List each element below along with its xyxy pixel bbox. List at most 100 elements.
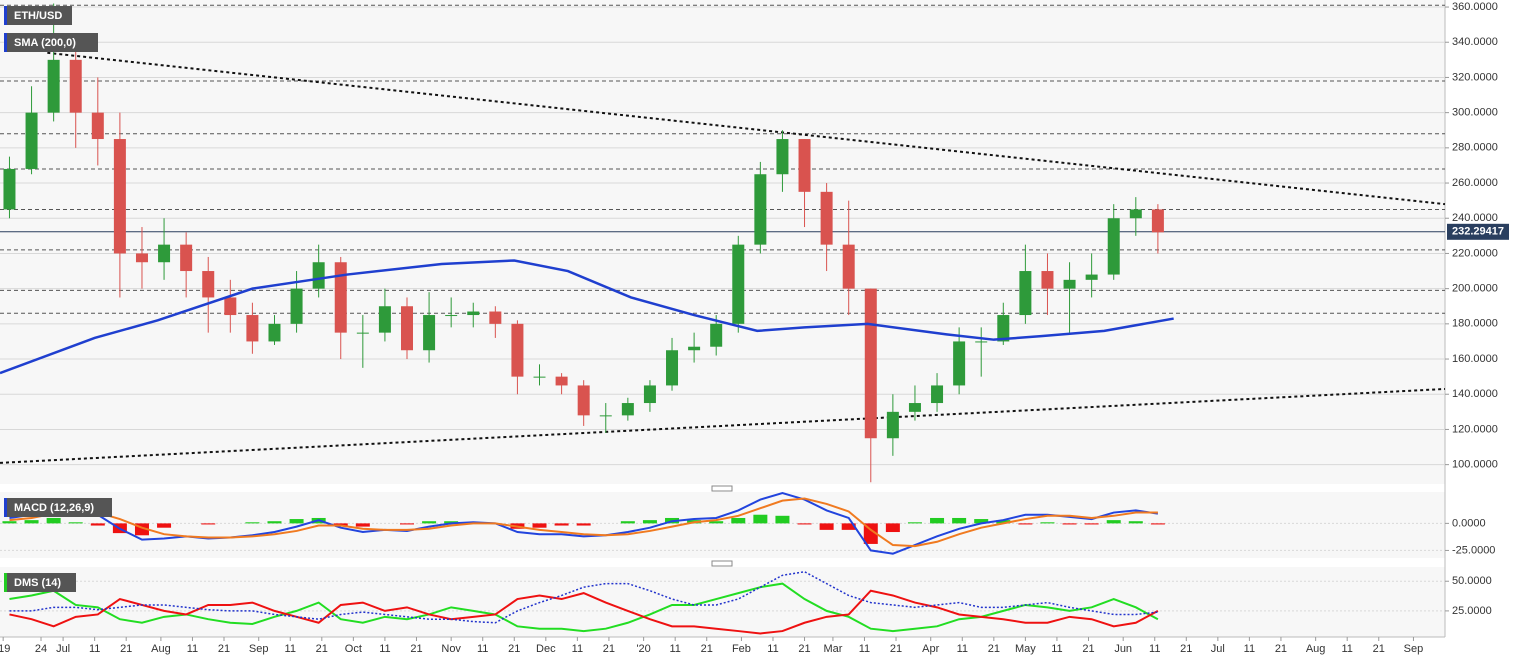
x-tick-label: 21 <box>890 643 902 655</box>
y-tick-label: 100.0000 <box>1452 459 1498 471</box>
y-tick-label: 140.0000 <box>1452 388 1498 400</box>
histogram-bar <box>576 523 591 526</box>
x-tick-label: Apr <box>922 643 939 655</box>
label-tag <box>4 498 112 517</box>
y-tick-label: 50.0000 <box>1452 575 1492 587</box>
x-tick-label: 11 <box>285 643 296 655</box>
candle-body <box>445 315 458 317</box>
x-tick-label: 11 <box>669 643 680 655</box>
resize-handle[interactable] <box>711 560 733 567</box>
candle-body <box>400 306 413 351</box>
histogram-bar <box>24 520 39 524</box>
candle-body <box>533 376 546 378</box>
candle-body <box>842 244 855 289</box>
histogram-bar <box>620 521 635 524</box>
x-tick-label: 21 <box>798 643 810 655</box>
candle-body <box>268 323 281 342</box>
candle-body <box>378 306 391 333</box>
x-tick-label: 11 <box>89 643 100 655</box>
candle-body <box>113 139 126 254</box>
x-tick-label: Jul <box>56 643 70 655</box>
candle-body <box>997 315 1010 342</box>
resize-handle[interactable] <box>711 485 733 492</box>
histogram-bar <box>289 519 304 524</box>
histogram-bar <box>797 523 812 525</box>
candle-body <box>599 415 612 417</box>
indicator-line <box>9 589 1159 635</box>
x-tick-label: 21 <box>988 643 1000 655</box>
label-accent <box>4 498 7 517</box>
histogram-bar <box>532 523 547 528</box>
label-accent <box>4 573 7 592</box>
x-tick-label: Aug <box>1306 643 1326 655</box>
histogram-bar <box>753 514 768 524</box>
candle-body <box>1019 271 1032 316</box>
histogram-bar <box>399 523 414 525</box>
plot: '19 24 Jul 11 21 Aug 11 21 Sep 11 21 Oct 11 21 Nov 11 21… <box>0 1 1498 655</box>
histogram-bar <box>46 517 61 524</box>
histogram-bar <box>1150 523 1165 525</box>
label-tag <box>4 6 72 25</box>
candle-body <box>1107 218 1120 275</box>
x-tick-label: Sep <box>249 643 269 655</box>
candle-body <box>1085 274 1098 280</box>
indicator-line <box>9 582 1159 633</box>
x-tick-label: 21 <box>1082 643 1094 655</box>
x-tick-label: 11 <box>1244 643 1255 655</box>
histogram-bar <box>1084 523 1099 525</box>
histogram-bar <box>952 517 967 524</box>
histogram-bar <box>422 521 437 524</box>
candle-body <box>3 168 16 210</box>
candle-body <box>953 341 966 386</box>
candle-body <box>224 297 237 316</box>
histogram-bar <box>1128 521 1143 524</box>
x-tick-label: 21 <box>120 643 132 655</box>
x-tick-label: Aug <box>151 643 171 655</box>
histogram-bar <box>841 523 856 530</box>
y-tick-label: 180.0000 <box>1452 318 1498 330</box>
histogram-bar <box>68 522 83 524</box>
candle-body <box>931 385 944 404</box>
x-tick-label: Oct <box>345 643 362 655</box>
x-tick-label: 11 <box>859 643 870 655</box>
x-tick-label: 21 <box>1275 643 1287 655</box>
dms-panel <box>0 567 1445 637</box>
histogram-bar <box>930 517 945 524</box>
y-tick-label: 160.0000 <box>1452 353 1498 365</box>
histogram-bar <box>2 521 17 524</box>
histogram-bar <box>996 520 1011 524</box>
indicator-line <box>9 570 1158 624</box>
candle-body <box>754 174 767 245</box>
histogram-bar <box>863 523 878 544</box>
x-tick-label: 21 <box>1180 643 1192 655</box>
x-tick-label: 11 <box>379 643 390 655</box>
sma-line <box>0 259 1174 375</box>
candle-body <box>666 350 679 386</box>
histogram-bar <box>134 523 149 536</box>
histogram-bar <box>554 523 569 526</box>
x-tick-label: 11 <box>957 643 968 655</box>
x-tick-label: 21 <box>410 643 422 655</box>
histogram-bar <box>642 520 657 524</box>
x-tick-label: 24 <box>35 643 47 655</box>
y-tick-label: 300.0000 <box>1452 107 1498 119</box>
x-tick-label: 21 <box>1373 643 1385 655</box>
x-tick-label: 21 <box>701 643 713 655</box>
x-tick-label: 11 <box>477 643 488 655</box>
candle-body <box>47 59 60 113</box>
histogram-bar <box>245 522 260 524</box>
x-tick-label: 11 <box>1051 643 1062 655</box>
candle-body <box>334 262 347 333</box>
x-tick-label: Nov <box>441 643 461 655</box>
histogram-bar <box>90 523 105 526</box>
x-tick-label: 21 <box>603 643 615 655</box>
y-tick-label: -25.0000 <box>1452 544 1495 556</box>
price-panel <box>0 0 1445 484</box>
histogram-bar <box>1062 523 1077 525</box>
macd-panel <box>0 492 1445 558</box>
candle-body <box>577 385 590 416</box>
x-tick-label: May <box>1015 643 1036 655</box>
last-price-label: 232.29417 <box>1452 226 1504 238</box>
candle-body <box>489 311 502 324</box>
